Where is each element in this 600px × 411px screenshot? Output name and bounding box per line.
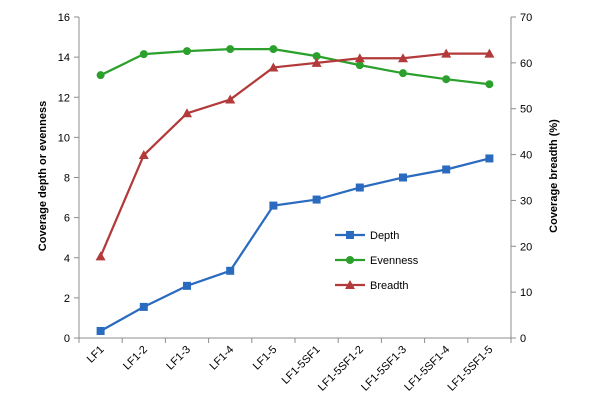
x-tick-label: LF1-5SF1-3 [359,344,409,394]
y-left-tick-label: 4 [64,253,70,265]
series-depth [96,154,494,335]
y-right-tick-label: 50 [520,104,532,116]
evenness-point [183,47,191,56]
y-axis-right-title: Coverage breadth (%) [548,119,560,233]
series-breadth [95,48,495,261]
evenness-point [96,71,105,80]
x-tick-label: LF1-4 [208,344,237,373]
x-tick-label: LF1-3 [164,344,193,373]
y-right-tick-label: 10 [520,287,532,299]
legend: Depth Evenness Breadth [335,230,419,292]
x-tick-label: LF1-5SF1 [280,344,323,387]
evenness-point [269,45,278,54]
depth-point [96,326,105,335]
y-left-tick-label: 8 [64,173,70,185]
x-tick-label: LF1-5SF1-5 [446,344,496,394]
y-left-tick-label: 2 [64,293,70,305]
x-tick-label: LF1-5 [251,344,280,373]
y-left-tick-label: 14 [58,52,70,64]
depth-point [183,281,191,290]
legend-item-depth: Depth [335,230,399,242]
evenness-point [485,80,494,89]
evenness-point [226,45,235,54]
breadth-point [182,108,192,118]
breadth-point [311,57,322,67]
evenness-point [139,50,148,59]
series-layer [95,45,495,335]
depth-point [442,165,451,174]
x-tick-label: LF1-5SF1-4 [402,344,452,394]
y-right-tick-label: 40 [520,150,532,162]
evenness-point [442,75,451,84]
evenness-point [355,61,364,70]
breadth-point [268,62,279,72]
y-axis-left-title: Coverage depth or evenness [37,101,49,251]
breadth-line [99,52,490,257]
depth-point [355,183,364,192]
y-left-tick-label: 12 [58,92,70,104]
depth-point [485,154,494,163]
legend-label: Depth [370,230,399,242]
breadth-point [354,53,365,63]
y-right-tick-label: 70 [520,12,532,24]
series-evenness [96,45,494,89]
depth-point [269,201,278,210]
y-left-tick-label: 0 [64,333,70,345]
breadth-point [95,251,106,261]
y-right-tick-label: 60 [520,58,532,70]
evenness-line [100,47,490,86]
depth-point [139,302,148,311]
y-right-tick-label: 30 [520,195,532,207]
x-tick-label: LF1-2 [121,344,150,373]
breadth-point [138,150,149,160]
legend-label: Evenness [370,255,419,267]
y-left-tick-label: 6 [64,213,70,225]
depth-point [399,173,407,182]
y-right-tick-label: 0 [520,333,526,345]
depth-line [100,157,490,332]
legend-marker [346,256,354,264]
breadth-point [484,48,495,58]
legend-label: Breadth [370,280,409,292]
legend-marker [345,280,355,289]
evenness-point [399,69,407,78]
x-tick-label: LF1 [85,344,107,366]
evenness-point [312,52,321,61]
legend-item-evenness: Evenness [335,255,419,267]
y-left-tick-label: 10 [58,132,70,144]
breadth-point [398,53,408,63]
depth-point [226,266,235,275]
x-tick-label: LF1-5SF1-2 [316,344,366,394]
y-right-tick-label: 20 [520,241,532,253]
legend-marker [346,231,354,239]
y-left-tick-label: 16 [58,12,70,24]
depth-point [312,195,321,204]
legend-item-breadth: Breadth [335,280,409,292]
breadth-point [441,48,452,58]
breadth-point [225,94,236,104]
